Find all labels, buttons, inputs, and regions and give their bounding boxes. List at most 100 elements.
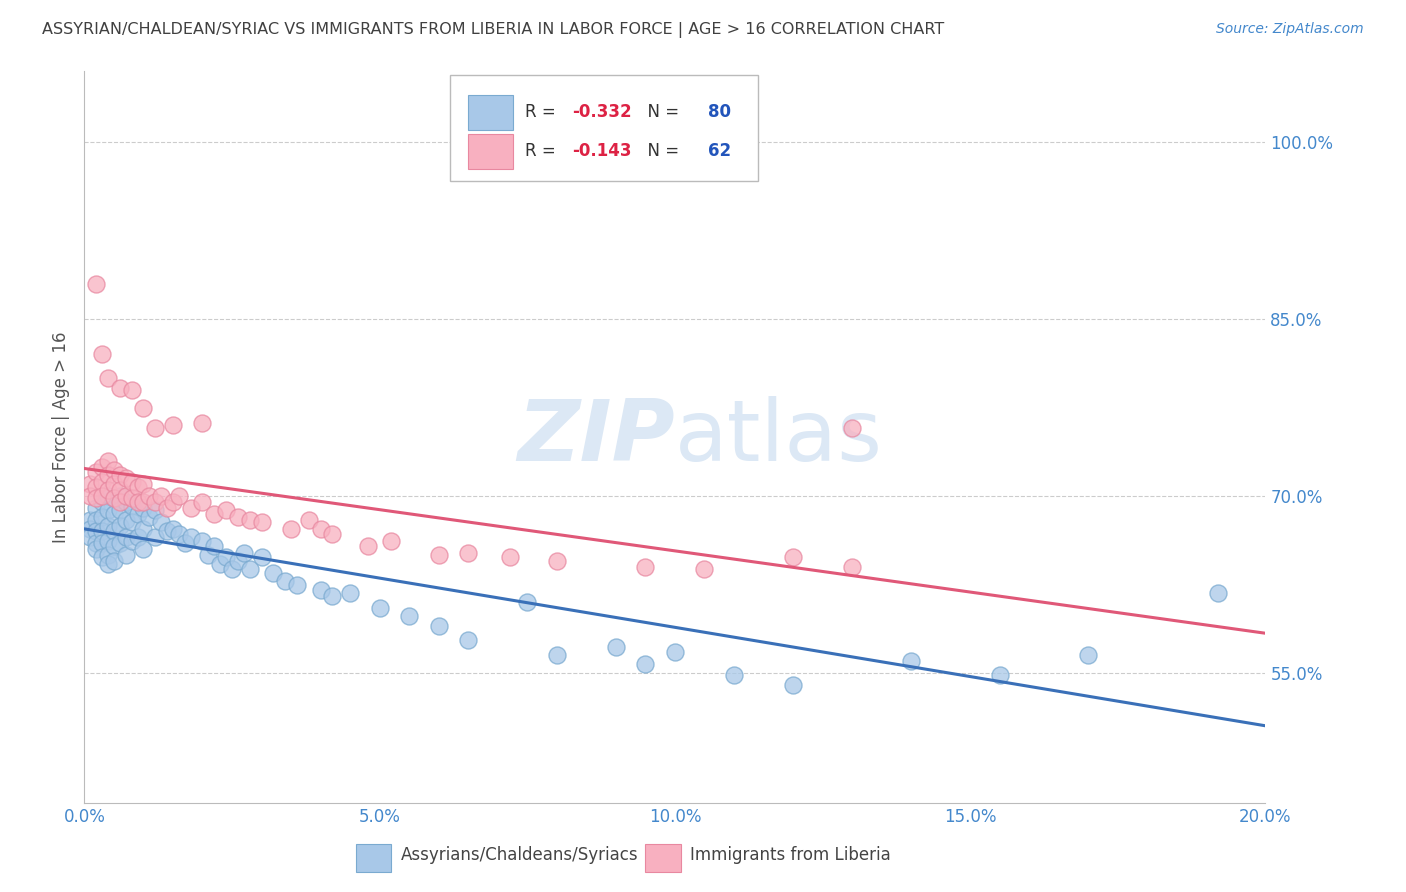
- Point: [173, 536, 195, 550]
- Bar: [356, 844, 391, 871]
- Point: [132, 401, 155, 415]
- Text: 80: 80: [709, 103, 731, 121]
- Point: [91, 475, 114, 489]
- Point: [782, 678, 804, 692]
- Point: [121, 533, 143, 548]
- Text: N =: N =: [637, 143, 685, 161]
- Point: [250, 550, 273, 565]
- Text: Source: ZipAtlas.com: Source: ZipAtlas.com: [1216, 22, 1364, 37]
- Point: [498, 550, 520, 565]
- Point: [900, 654, 922, 668]
- Point: [180, 500, 202, 515]
- Text: N =: N =: [637, 103, 685, 121]
- Bar: [468, 134, 513, 169]
- Point: [97, 489, 120, 503]
- Point: [285, 577, 308, 591]
- Point: [516, 595, 538, 609]
- Point: [180, 530, 202, 544]
- Point: [143, 530, 166, 544]
- Point: [84, 500, 107, 515]
- Point: [226, 554, 249, 568]
- Point: [239, 562, 262, 576]
- Point: [162, 522, 184, 536]
- Point: [108, 483, 131, 498]
- Point: [121, 515, 143, 529]
- Point: [91, 510, 114, 524]
- Point: [84, 524, 107, 539]
- Point: [127, 495, 149, 509]
- Point: [321, 526, 343, 541]
- Point: [309, 583, 332, 598]
- Point: [357, 539, 380, 553]
- Point: [91, 459, 114, 474]
- Point: [309, 522, 332, 536]
- Point: [79, 489, 101, 503]
- Point: [457, 632, 479, 647]
- Point: [215, 503, 238, 517]
- Point: [215, 550, 238, 565]
- Point: [114, 548, 136, 562]
- Point: [380, 533, 402, 548]
- Text: R =: R =: [524, 143, 561, 161]
- Point: [127, 507, 149, 521]
- Point: [127, 530, 149, 544]
- Point: [103, 554, 125, 568]
- Point: [191, 533, 214, 548]
- Point: [79, 522, 101, 536]
- Point: [97, 453, 120, 467]
- Point: [91, 524, 114, 539]
- Point: [209, 558, 232, 572]
- Point: [84, 536, 107, 550]
- Point: [368, 601, 391, 615]
- Point: [162, 418, 184, 433]
- Text: R =: R =: [524, 103, 561, 121]
- Point: [114, 530, 136, 544]
- Point: [103, 507, 125, 521]
- Point: [121, 475, 143, 489]
- Point: [97, 371, 120, 385]
- Point: [1077, 648, 1099, 663]
- Point: [84, 542, 107, 557]
- Point: [79, 530, 101, 544]
- Text: ASSYRIAN/CHALDEAN/SYRIAC VS IMMIGRANTS FROM LIBERIA IN LABOR FORCE | AGE > 16 CO: ASSYRIAN/CHALDEAN/SYRIAC VS IMMIGRANTS F…: [42, 22, 945, 38]
- Point: [97, 518, 120, 533]
- Point: [84, 491, 107, 506]
- Point: [167, 489, 190, 503]
- Point: [457, 546, 479, 560]
- Point: [103, 477, 125, 491]
- Point: [298, 513, 321, 527]
- Point: [339, 586, 361, 600]
- Point: [191, 495, 214, 509]
- Point: [398, 609, 420, 624]
- Point: [150, 515, 173, 529]
- Point: [546, 554, 568, 568]
- Point: [132, 522, 155, 536]
- Point: [91, 347, 114, 361]
- Point: [321, 590, 343, 604]
- Point: [841, 559, 863, 574]
- Point: [605, 640, 627, 654]
- Point: [114, 513, 136, 527]
- Point: [239, 513, 262, 527]
- Point: [121, 491, 143, 506]
- Text: -0.332: -0.332: [572, 103, 631, 121]
- Point: [97, 533, 120, 548]
- Point: [156, 524, 179, 539]
- Point: [108, 467, 131, 482]
- Point: [202, 539, 225, 553]
- Point: [97, 503, 120, 517]
- Point: [693, 562, 716, 576]
- Point: [84, 277, 107, 291]
- Point: [262, 566, 284, 580]
- Point: [634, 657, 657, 671]
- Point: [127, 480, 149, 494]
- Point: [103, 539, 125, 553]
- Point: [84, 480, 107, 494]
- Text: 62: 62: [709, 143, 731, 161]
- Point: [143, 495, 166, 509]
- Point: [1206, 586, 1229, 600]
- Point: [132, 542, 155, 557]
- Point: [274, 574, 297, 588]
- Point: [782, 550, 804, 565]
- Point: [132, 500, 155, 515]
